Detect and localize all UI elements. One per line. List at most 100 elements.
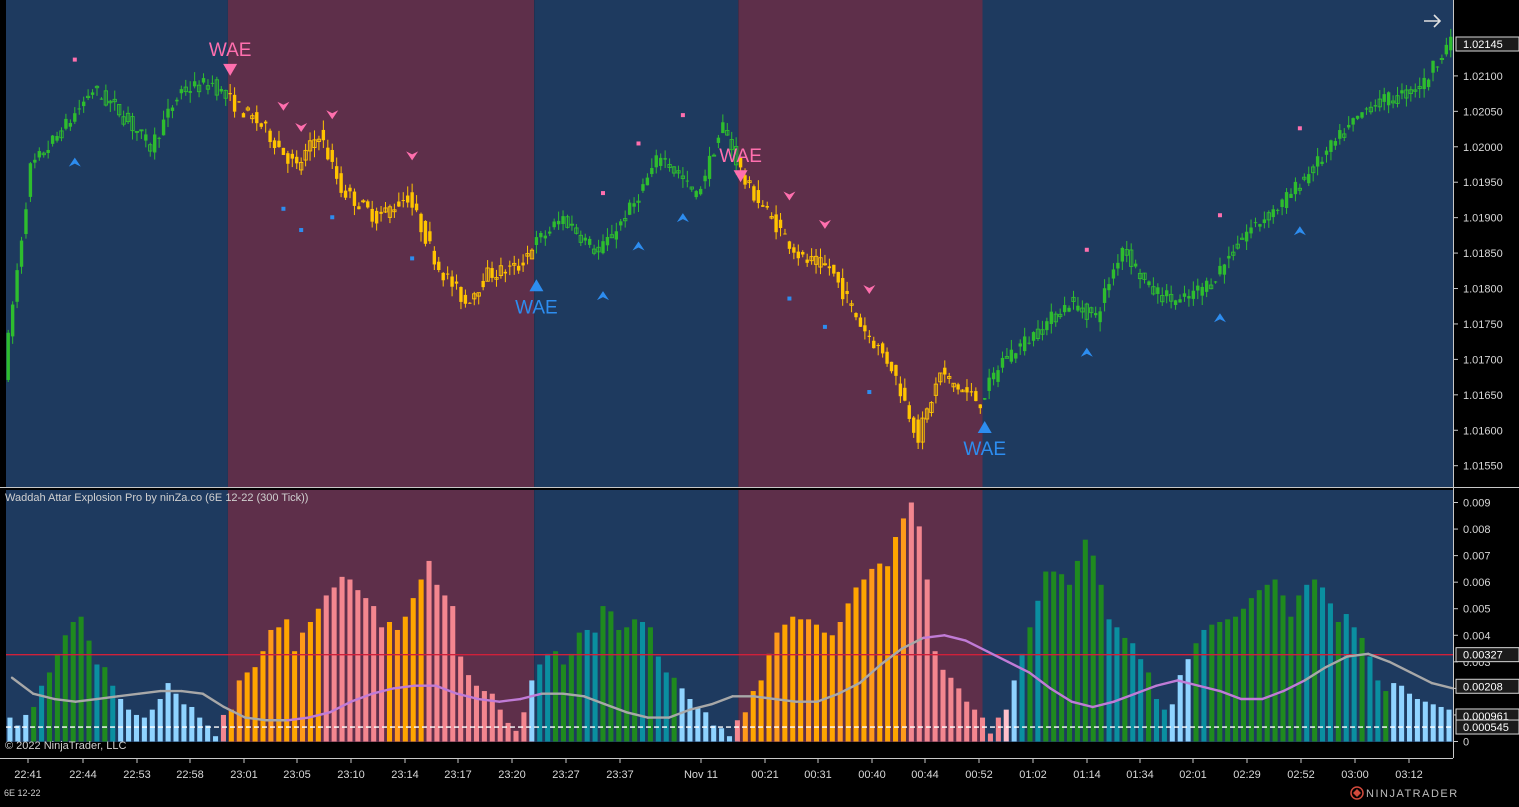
histogram-bar[interactable] (347, 579, 353, 742)
candle[interactable] (259, 123, 263, 127)
histogram-bar[interactable] (529, 680, 535, 742)
candle[interactable] (250, 115, 255, 120)
candle[interactable] (112, 98, 117, 103)
candle[interactable] (316, 138, 322, 142)
candle[interactable] (943, 367, 947, 375)
histogram-bar[interactable] (157, 699, 163, 742)
candle[interactable] (569, 223, 575, 226)
candle[interactable] (1049, 311, 1053, 324)
histogram-bar[interactable] (877, 563, 883, 742)
histogram-bar[interactable] (845, 603, 851, 742)
histogram-bar[interactable] (908, 502, 914, 742)
histogram-bar[interactable] (386, 622, 393, 742)
histogram-bar[interactable] (513, 730, 519, 742)
candle[interactable] (1377, 98, 1382, 108)
candle[interactable] (858, 317, 863, 327)
histogram-bar[interactable] (46, 672, 53, 742)
candle[interactable] (419, 213, 423, 233)
candle[interactable] (1395, 95, 1400, 104)
histogram-bar[interactable] (205, 725, 211, 742)
candle[interactable] (1094, 313, 1098, 316)
candle[interactable] (543, 235, 547, 239)
histogram-bar[interactable] (292, 651, 298, 742)
candle[interactable] (1182, 293, 1187, 297)
candle[interactable] (1320, 161, 1324, 164)
candle[interactable] (175, 99, 179, 102)
candle[interactable] (1382, 94, 1386, 102)
candle[interactable] (1413, 89, 1418, 92)
histogram-bar[interactable] (655, 656, 661, 742)
candle[interactable] (10, 304, 15, 337)
candle[interactable] (19, 240, 24, 267)
candle[interactable] (24, 209, 28, 235)
candle[interactable] (392, 209, 397, 213)
candle[interactable] (1156, 287, 1160, 294)
candle[interactable] (153, 134, 157, 153)
candle[interactable] (295, 156, 299, 164)
histogram-bar[interactable] (355, 590, 361, 742)
candle[interactable] (1062, 305, 1067, 313)
candle[interactable] (232, 94, 237, 112)
candle[interactable] (468, 302, 472, 304)
candle[interactable] (503, 271, 508, 274)
candle[interactable] (117, 104, 122, 116)
candle[interactable] (1071, 296, 1076, 302)
histogram-bar[interactable] (924, 579, 930, 742)
candle[interactable] (33, 159, 37, 163)
candle[interactable] (339, 173, 343, 193)
candle[interactable] (574, 227, 579, 234)
candle[interactable] (792, 247, 796, 253)
candle[interactable] (916, 419, 920, 443)
candle[interactable] (508, 265, 512, 267)
histogram-bar[interactable] (647, 627, 653, 742)
candle[interactable] (552, 221, 556, 228)
candle[interactable] (223, 89, 228, 99)
candle[interactable] (1444, 44, 1449, 55)
candle[interactable] (1329, 140, 1333, 152)
candle[interactable] (951, 382, 956, 388)
candle[interactable] (454, 281, 459, 284)
candle[interactable] (1133, 263, 1138, 267)
candle[interactable] (228, 93, 232, 95)
histogram-bar[interactable] (624, 627, 630, 742)
histogram-bar[interactable] (78, 616, 84, 742)
candle[interactable] (205, 85, 211, 90)
histogram-bar[interactable] (442, 595, 448, 742)
candle[interactable] (379, 211, 383, 214)
candle[interactable] (210, 82, 215, 84)
histogram-bar[interactable] (758, 680, 764, 742)
candle[interactable] (912, 417, 916, 433)
histogram-bar[interactable] (213, 736, 219, 742)
candle[interactable] (1439, 57, 1445, 61)
candle[interactable] (627, 202, 632, 215)
histogram-bar[interactable] (900, 518, 906, 742)
candle[interactable] (578, 234, 583, 243)
candle[interactable] (632, 203, 636, 207)
candle[interactable] (357, 206, 361, 210)
candle[interactable] (645, 177, 650, 186)
candle[interactable] (1084, 303, 1089, 320)
candle[interactable] (312, 139, 317, 149)
candle[interactable] (525, 253, 530, 257)
histogram-bar[interactable] (7, 717, 13, 742)
candle[interactable] (299, 161, 304, 171)
candle[interactable] (1142, 272, 1147, 280)
candle[interactable] (614, 231, 619, 240)
histogram-bar[interactable] (790, 616, 796, 742)
candle[interactable] (863, 325, 867, 332)
candle[interactable] (245, 107, 251, 111)
histogram-bar[interactable] (1375, 680, 1381, 742)
candle[interactable] (277, 140, 281, 148)
candle[interactable] (609, 234, 615, 239)
histogram-bar[interactable] (719, 728, 725, 742)
candle[interactable] (1262, 219, 1267, 224)
candle[interactable] (1116, 262, 1120, 269)
candle[interactable] (1266, 212, 1271, 221)
histogram-bar[interactable] (1217, 622, 1223, 742)
candle[interactable] (85, 95, 91, 99)
candle[interactable] (1426, 79, 1431, 88)
candle[interactable] (929, 402, 934, 413)
candle[interactable] (539, 233, 543, 238)
histogram-bar[interactable] (62, 635, 68, 742)
candle[interactable] (1204, 280, 1209, 292)
